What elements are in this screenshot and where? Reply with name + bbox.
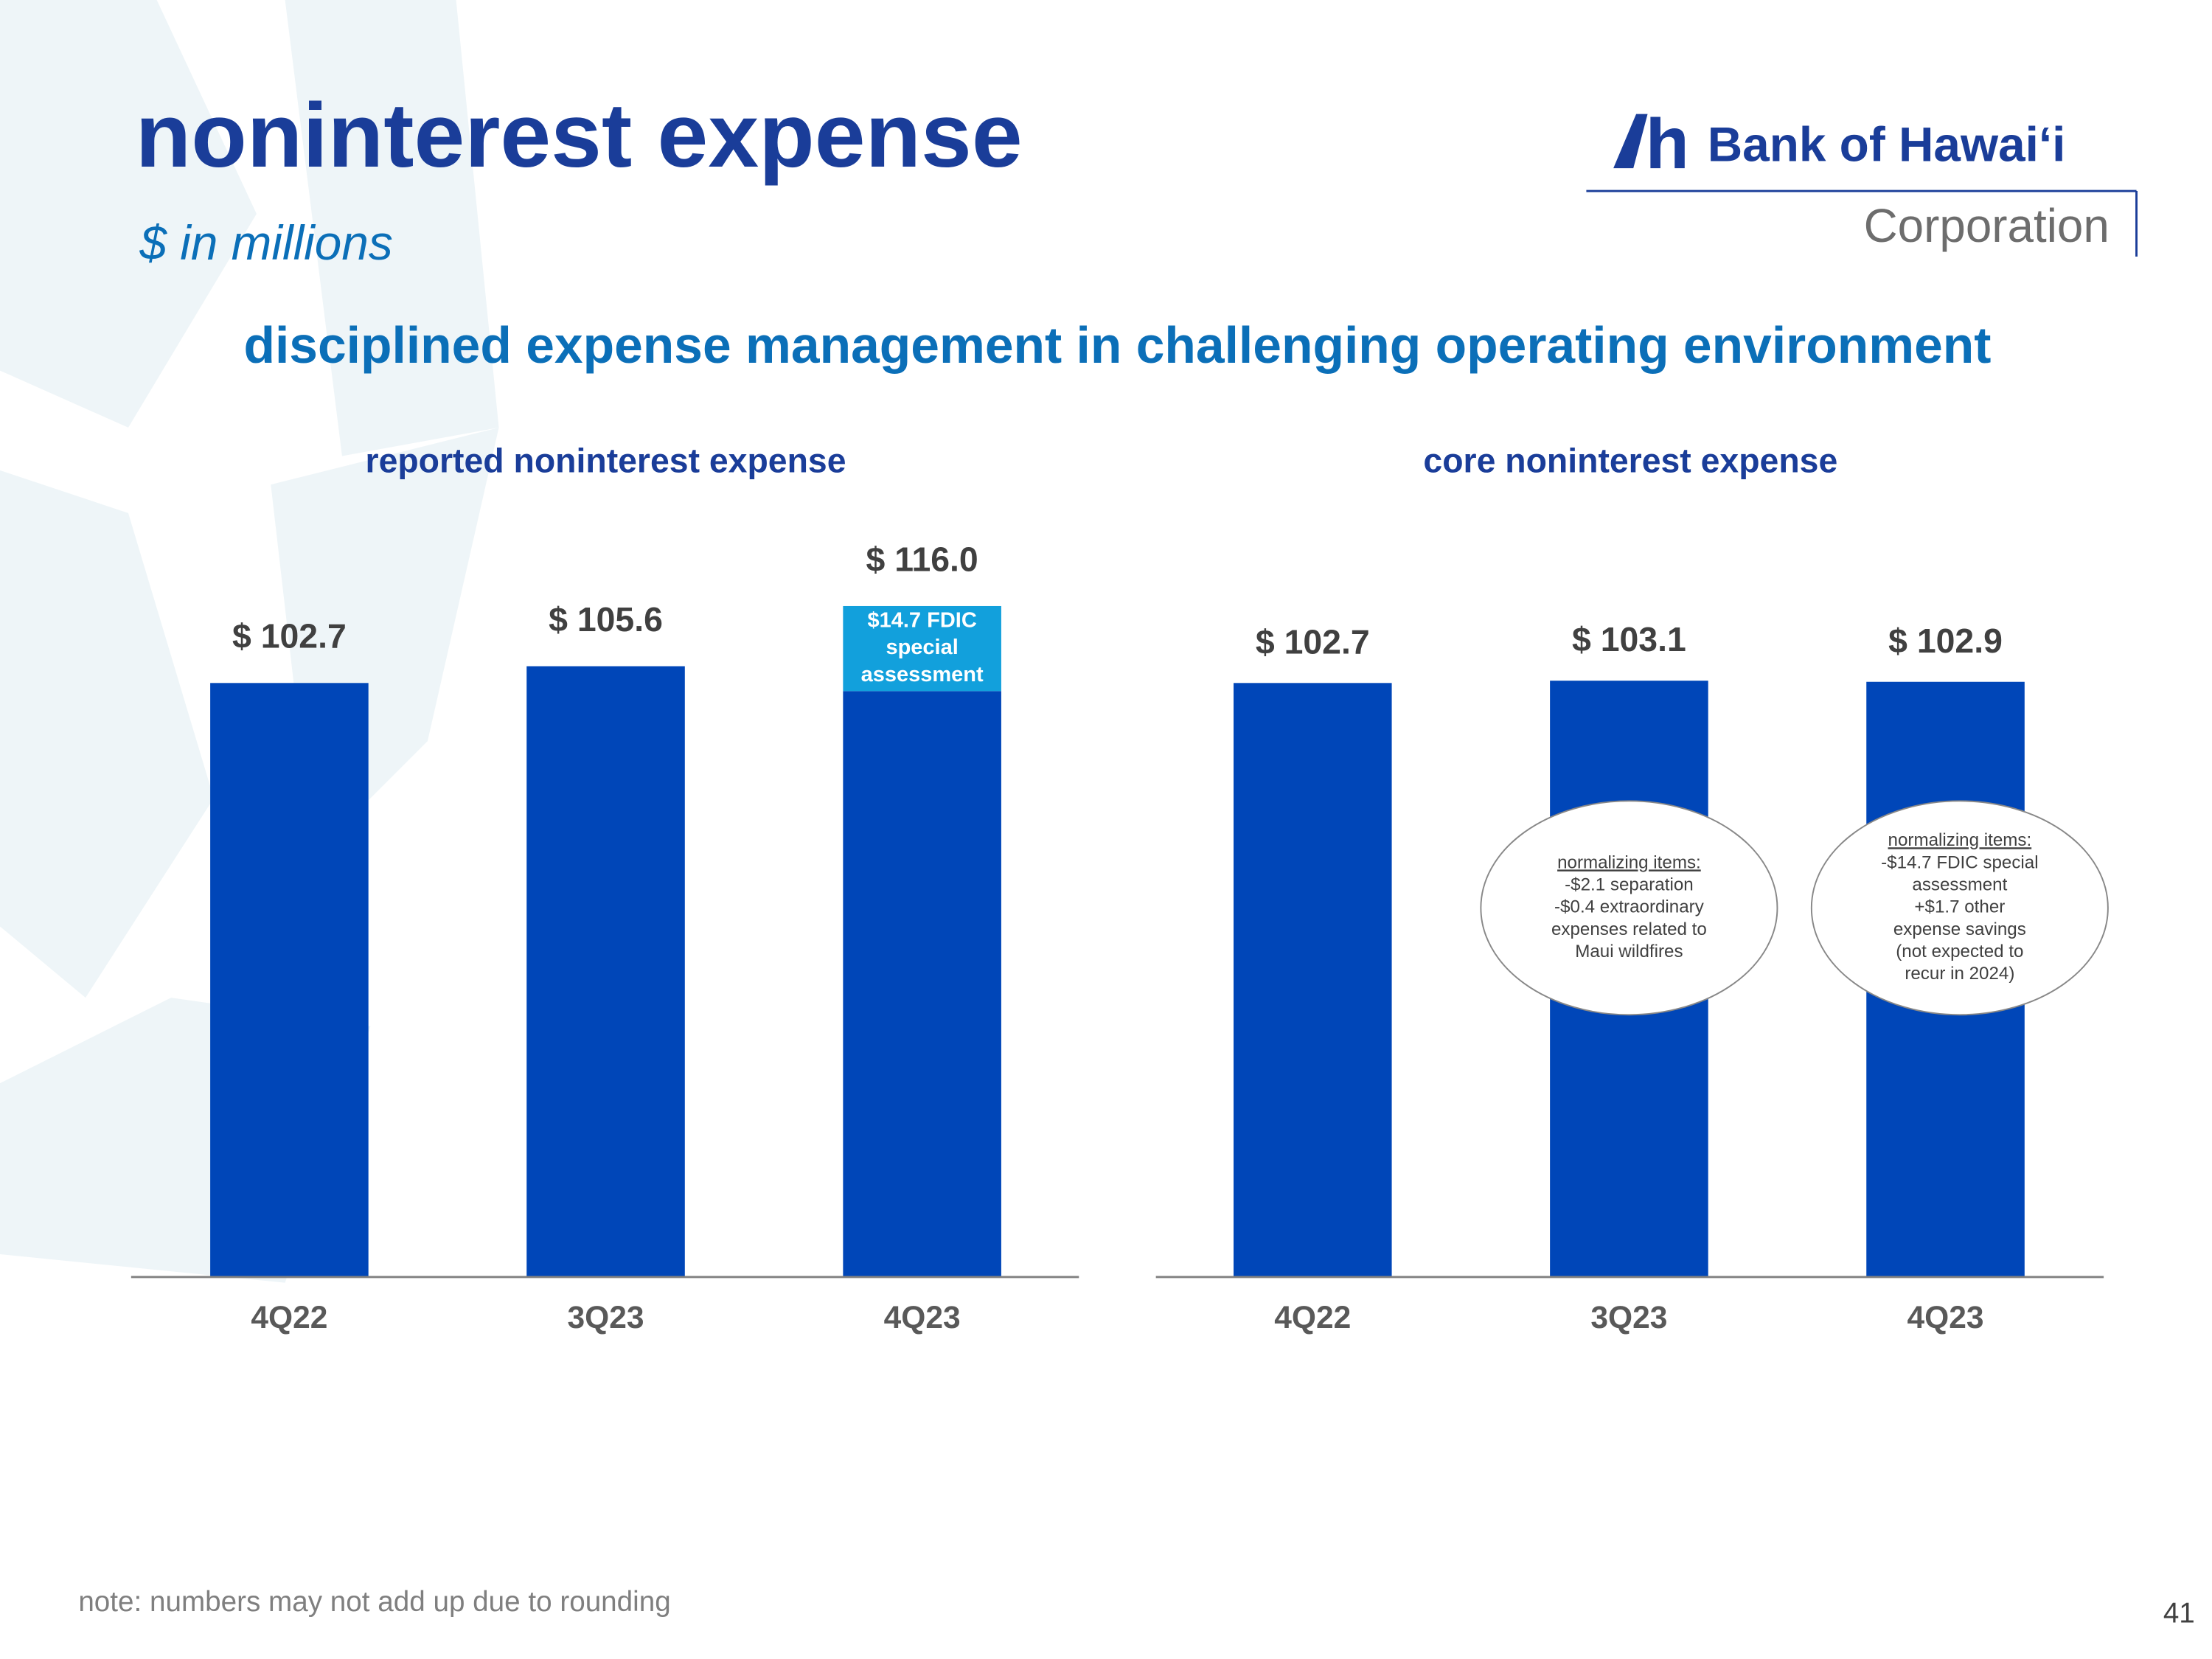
callout-heading: normalizing items:	[1557, 852, 1701, 872]
value-label: $ 103.1	[1572, 620, 1686, 658]
background-pattern	[0, 0, 499, 1283]
bar	[210, 683, 369, 1277]
logo: Bank of Hawaiʻi Corporation	[1586, 114, 2138, 257]
segment-label: $14.7 FDIC special assessment	[860, 608, 984, 688]
value-label: $ 102.7	[1256, 622, 1370, 661]
total-label: $ 116.0	[866, 540, 978, 578]
bar	[843, 605, 1001, 692]
chart-title: reported noninterest expense	[366, 441, 846, 479]
logo-sub: Corporation	[1864, 199, 2110, 252]
x-tick-label: 4Q22	[1274, 1301, 1351, 1335]
callout-line: -$14.7 FDIC special	[1881, 852, 2038, 872]
headline: disciplined expense management in challe…	[243, 316, 1991, 374]
callout-line: expense savings	[1893, 919, 2026, 939]
page-number: 41	[2163, 1597, 2195, 1629]
x-tick-label: 3Q23	[568, 1301, 644, 1335]
x-tick-label: 4Q22	[251, 1301, 327, 1335]
callout-line: assessment	[1912, 875, 2007, 895]
x-tick-label: 4Q23	[884, 1301, 961, 1335]
callout-line: -$2.1 separation	[1565, 875, 1694, 895]
value-label: $ 102.9	[1888, 622, 2003, 660]
logo-name: Bank of Hawaiʻi	[1708, 117, 2066, 171]
footnote: note: numbers may not add up due to roun…	[78, 1586, 670, 1618]
callout-line: (not expected to	[1896, 942, 2023, 961]
slide-title: noninterest expense	[136, 85, 1023, 187]
bar	[843, 691, 1001, 1277]
callout	[1810, 800, 2109, 1016]
subtitle: $ in millions	[139, 216, 392, 270]
x-tick-label: 4Q23	[1907, 1301, 1984, 1335]
callout-line: -$0.4 extraordinary	[1554, 897, 1705, 917]
x-tick-label: 3Q23	[1590, 1301, 1667, 1335]
callout-line: expenses related to	[1551, 919, 1707, 939]
callout-line: Maui wildfires	[1575, 942, 1683, 961]
callout-line: recur in 2024)	[1905, 964, 2014, 984]
segment-label-box: $14.7 FDIC special assessment	[860, 608, 984, 688]
callout-line: +$1.7 other	[1914, 897, 2005, 917]
bar	[526, 666, 685, 1277]
bar	[1234, 683, 1392, 1277]
total-label: $ 102.7	[232, 617, 347, 655]
chart-title: core noninterest expense	[1423, 441, 1837, 479]
callout-heading: normalizing items:	[1888, 830, 2032, 850]
total-label: $ 105.6	[549, 600, 663, 639]
callout	[1480, 800, 1778, 1016]
